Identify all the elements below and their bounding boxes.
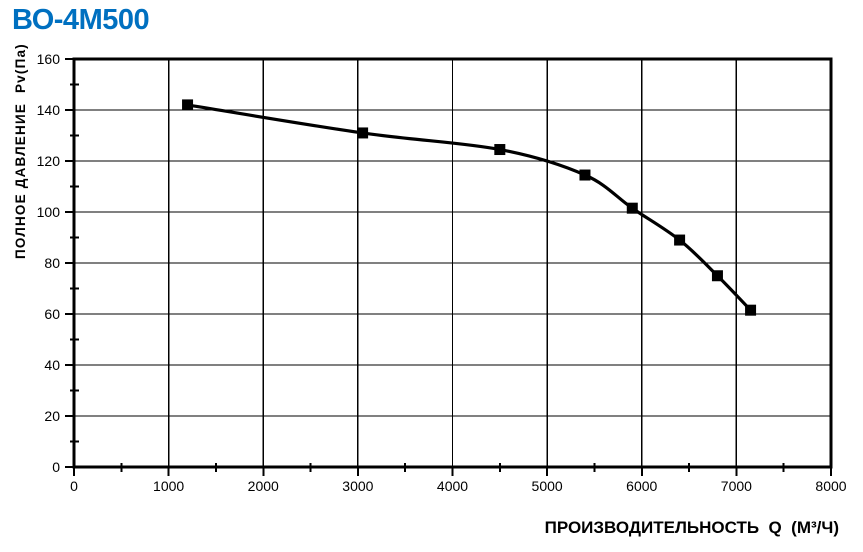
axis-ticks	[65, 58, 832, 476]
x-tick-label: 8000	[815, 478, 846, 494]
data-point-marker	[579, 169, 591, 181]
data-point-marker	[745, 304, 757, 316]
data-point-marker	[494, 144, 506, 156]
y-tick-label: 140	[37, 102, 61, 118]
y-tick-label: 100	[37, 204, 61, 220]
data-point-marker	[626, 202, 638, 214]
x-tick-label: 3000	[342, 478, 373, 494]
x-tick-labels: 0 1000 2000 3000 4000 5000 6000 7000 8000	[70, 478, 847, 494]
y-tick-label: 80	[44, 255, 60, 271]
y-tick-labels: 0 20 40 60 80 100 120 140 160	[37, 51, 61, 475]
x-tick-label: 6000	[626, 478, 657, 494]
x-tick-label: 5000	[532, 478, 563, 494]
y-tick-label: 20	[44, 408, 60, 424]
x-tick-label: 4000	[437, 478, 468, 494]
data-point-marker	[711, 270, 723, 282]
x-axis-title: ПРОИЗВОДИТЕЛЬНОСТЬ Q (М³/Ч)	[544, 518, 839, 537]
series-line	[187, 103, 752, 312]
y-tick-label: 160	[37, 51, 61, 67]
x-tick-label: 1000	[153, 478, 184, 494]
y-tick-label: 0	[52, 459, 60, 475]
plot-border	[72, 57, 833, 469]
y-axis-title: ПОЛНОЕ ДАВЛЕНИЕ Pv(Па)	[13, 43, 28, 259]
x-tick-label: 0	[70, 478, 78, 494]
data-point-marker	[357, 127, 369, 139]
chart-title: ВО-4М500	[12, 4, 150, 36]
data-point-marker	[182, 99, 194, 111]
x-tick-label: 2000	[248, 478, 279, 494]
x-tick-label: 7000	[721, 478, 752, 494]
y-tick-label: 40	[44, 357, 60, 373]
y-tick-label: 120	[37, 153, 61, 169]
y-tick-label: 60	[44, 306, 60, 322]
gridlines	[74, 59, 831, 467]
series-markers	[182, 99, 757, 316]
data-point-marker	[674, 234, 686, 246]
